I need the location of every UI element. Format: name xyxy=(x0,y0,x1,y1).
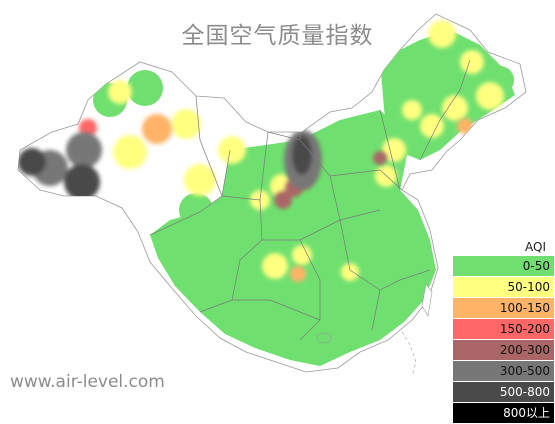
aqi-station-moderate xyxy=(171,109,201,139)
china-aqi-map xyxy=(17,13,527,377)
aqi-station-moderate xyxy=(402,100,422,120)
map-title: 全国空气质量指数 xyxy=(181,23,374,49)
legend-label: 500-800 xyxy=(499,385,550,399)
legend-label: 200-300 xyxy=(499,343,550,357)
legend-swatch xyxy=(453,340,554,360)
province-borders xyxy=(149,59,471,341)
legend-title: AQI xyxy=(525,240,546,254)
legend-swatch xyxy=(453,361,554,381)
legend-item: 200-300 xyxy=(453,340,554,361)
legend-item: 150-200 xyxy=(453,319,554,340)
aqi-station-unhealthy-sensitive xyxy=(290,266,306,282)
legend-label: 800以上 xyxy=(503,406,550,420)
aqi-station-hazardous xyxy=(66,132,102,168)
legend-swatch xyxy=(453,256,554,276)
aqi-station-moderate xyxy=(341,263,359,281)
legend-swatch xyxy=(453,319,554,339)
source-url[interactable]: www.air-level.com xyxy=(10,372,165,392)
aqi-station-moderate xyxy=(108,80,132,104)
aqi-station-unhealthy xyxy=(373,151,387,165)
aqi-station-very-unhealthy xyxy=(274,191,292,209)
legend-item: 50-100 xyxy=(453,277,554,298)
legend-label: 300-500 xyxy=(499,364,550,378)
taiwan-island xyxy=(421,283,433,317)
aqi-station-moderate xyxy=(262,253,288,279)
legend-item: 500-800 xyxy=(453,382,554,403)
legend-item: 100-150 xyxy=(453,298,554,319)
aqi-station-good xyxy=(201,227,235,261)
south-sea-boundary xyxy=(401,331,417,377)
aqi-station-moderate xyxy=(218,136,246,164)
aqi-station-moderate xyxy=(442,95,468,121)
aqi-region-severe xyxy=(292,135,312,175)
aqi-station-severe xyxy=(18,148,46,176)
aqi-station-good xyxy=(127,70,163,106)
aqi-station-hazardous xyxy=(64,164,100,200)
aqi-station-moderate xyxy=(420,114,444,138)
aqi-station-unhealthy-sensitive xyxy=(457,118,473,134)
aqi-station-moderate xyxy=(428,20,456,48)
aqi-station-moderate xyxy=(113,135,147,169)
aqi-station-unhealthy-sensitive xyxy=(142,114,172,144)
aqi-station-good xyxy=(179,193,213,227)
legend-item: 0-50 xyxy=(453,256,554,277)
legend-label: 150-200 xyxy=(499,322,550,336)
aqi-station-moderate xyxy=(476,82,504,110)
legend-swatch xyxy=(453,277,554,297)
aqi-station-good xyxy=(396,46,428,78)
legend-item: 300-500 xyxy=(453,361,554,382)
aqi-heat-layer xyxy=(18,20,515,366)
aqi-station-moderate xyxy=(460,50,484,74)
aqi-station-good xyxy=(156,228,192,264)
aqi-station-moderate xyxy=(375,165,397,187)
legend-swatch xyxy=(453,298,554,318)
aqi-region-good-south xyxy=(150,110,436,366)
aqi-station-moderate xyxy=(382,138,406,162)
aqi-station-moderate xyxy=(184,164,216,196)
legend-swatch xyxy=(453,382,554,402)
legend-label: 50-100 xyxy=(507,280,550,294)
legend-label: 0-50 xyxy=(522,259,550,273)
legend-item: 800以上 xyxy=(453,403,554,424)
aqi-station-moderate xyxy=(292,245,312,265)
hainan-island xyxy=(316,332,332,344)
legend-label: 100-150 xyxy=(499,301,550,315)
aqi-legend: AQI 0-50 50-100 100-150 150-200 200-300 … xyxy=(453,238,554,424)
